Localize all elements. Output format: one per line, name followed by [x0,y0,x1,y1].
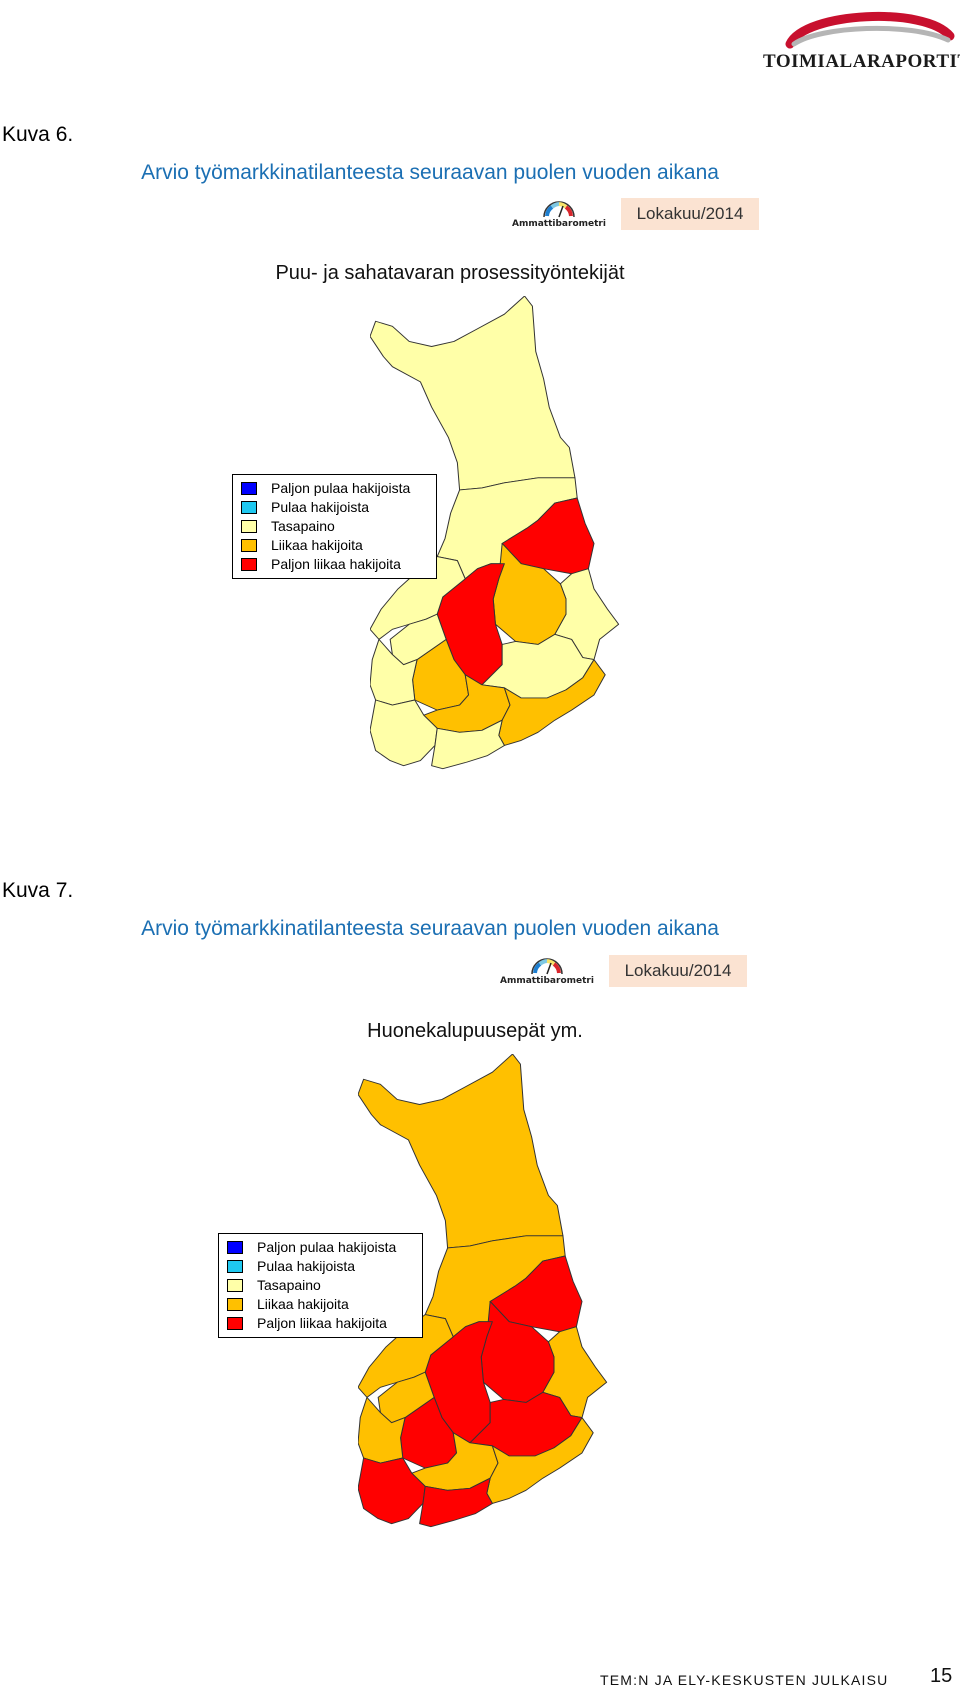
legend-label: Paljon liikaa hakijoita [257,1315,387,1331]
date-box: Lokakuu/2014 [609,955,747,987]
legend-label: Tasapaino [257,1277,321,1293]
legend-label: Liikaa hakijoita [271,537,363,553]
finland-region-map [358,1054,608,1528]
legend-item: Liikaa hakijoita [227,1295,416,1314]
region-varsinais-suomi [358,1457,426,1525]
legend-label: Paljon pulaa hakijoista [271,480,411,496]
toimialaraportit-logo [785,11,955,49]
legend-swatch [241,501,257,514]
legend-item: Paljon pulaa hakijoista [227,1238,416,1257]
page-number: 15 [930,1665,953,1687]
logo-text: TOIMIALARAPORTIT [763,51,960,72]
barometer-icon [543,201,575,218]
ammattibarometri-badge: Ammattibarometri [512,198,606,229]
legend-item: Pulaa hakijoista [241,498,430,517]
legend-label: Pulaa hakijoista [271,499,370,515]
figure-label: Kuva 7. [2,879,74,902]
region-uusimaa [419,1477,493,1528]
legend-swatch [241,539,257,552]
region-pohjanmaa [358,1314,454,1398]
region-uusimaa [431,719,505,770]
legend-item: Tasapaino [241,517,430,536]
legend-item: Paljon pulaa hakijoista [241,479,430,498]
badge-label: Ammattibarometri [500,976,594,986]
figure-heading: Arvio työmarkkinatilanteesta seuraavan p… [141,917,719,940]
occupation-title: Huonekalupuusepät ym. [367,1020,583,1042]
region-pohjanmaa [370,556,466,640]
map-legend: Paljon pulaa hakijoista Pulaa hakijoista T… [232,474,437,579]
legend-item: Tasapaino [227,1276,416,1295]
legend-swatch [227,1260,243,1273]
barometer-icon [531,958,563,975]
legend-label: Liikaa hakijoita [257,1296,349,1312]
legend-item: Paljon liikaa hakijoita [227,1314,416,1333]
region-etela-pohjanmaa [377,1371,435,1424]
ammattibarometri-badge: Ammattibarometri [500,955,594,986]
legend-item: Paljon liikaa hakijoita [241,555,430,574]
legend-swatch [241,520,257,533]
legend-label: Pulaa hakijoista [257,1258,356,1274]
region-etela-pohjanmaa [389,613,447,666]
region-lappi [358,1054,564,1249]
legend-label: Paljon pulaa hakijoista [257,1239,397,1255]
map-legend: Paljon pulaa hakijoista Pulaa hakijoista T… [218,1233,423,1338]
legend-swatch [241,482,257,495]
legend-label: Paljon liikaa hakijoita [271,556,401,572]
legend-swatch [227,1241,243,1254]
publisher-footer: TEM:N JA ELY-KESKUSTEN JULKAISU [600,1672,889,1688]
legend-swatch [227,1279,243,1292]
badge-label: Ammattibarometri [512,219,606,229]
legend-label: Tasapaino [271,518,335,534]
region-varsinais-suomi [370,699,438,767]
occupation-title: Puu- ja sahatavaran prosessityöntekijät [275,262,625,284]
date-box: Lokakuu/2014 [621,198,759,230]
legend-item: Liikaa hakijoita [241,536,430,555]
legend-swatch [241,558,257,571]
figure-heading: Arvio työmarkkinatilanteesta seuraavan p… [141,161,719,184]
figure-label: Kuva 6. [2,123,74,146]
legend-swatch [227,1317,243,1330]
region-lappi [370,296,576,491]
legend-item: Pulaa hakijoista [227,1257,416,1276]
finland-region-map [370,296,620,770]
legend-swatch [227,1298,243,1311]
